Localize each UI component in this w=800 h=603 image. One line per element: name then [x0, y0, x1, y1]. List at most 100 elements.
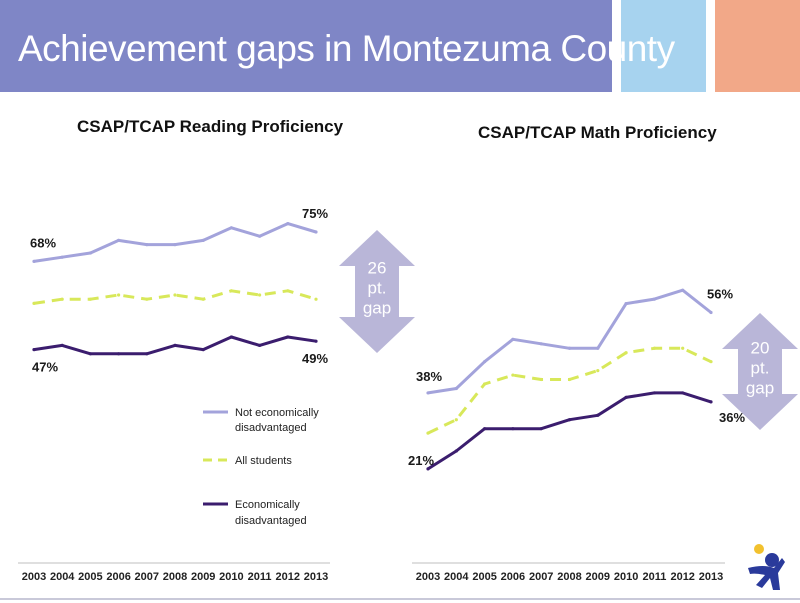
math-series-not-disadvantaged-point [511, 337, 515, 341]
reading-series-not-disadvantaged-point [229, 226, 233, 230]
math-x-tick-label: 2004 [444, 571, 469, 583]
math-gap-arrow-icon [722, 313, 798, 430]
footer-rule [0, 598, 800, 600]
math-x-tick-label: 2008 [557, 571, 581, 583]
reading-series-all-students-point [60, 297, 64, 301]
reading-series-not-disadvantaged-point [117, 238, 121, 242]
reading-data-label: 75% [302, 206, 328, 221]
math-gap-label: 20 [751, 339, 770, 358]
math-chart-title: CSAP/TCAP Math Proficiency [478, 123, 717, 142]
reading-series-disadvantaged-point [286, 335, 290, 339]
reading-series-not-disadvantaged-point [201, 238, 205, 242]
math-series-not-disadvantaged-point [539, 342, 543, 346]
logo-figure-icon [748, 558, 785, 590]
reading-series-disadvantaged-point [60, 343, 64, 347]
reading-series-disadvantaged-point [229, 335, 233, 339]
legend-disadvantaged-label: disadvantaged [235, 515, 307, 527]
math-data-label: 21% [408, 453, 434, 468]
reading-series-disadvantaged-point [314, 339, 318, 343]
math-series-not-disadvantaged-point [652, 297, 657, 301]
math-series-all-students-point [454, 418, 458, 422]
reading-x-tick-label: 2006 [106, 571, 130, 583]
math-series-not-disadvantaged-point [454, 386, 458, 391]
math-series-disadvantaged-point [539, 427, 543, 431]
math-series-not-disadvantaged-point [624, 302, 628, 306]
math-series-all-students-point [483, 382, 487, 386]
legend-disadvantaged-label: Economically [235, 499, 300, 511]
math-x-tick-label: 2005 [472, 571, 496, 583]
reading-chart-title: CSAP/TCAP Reading Proficiency [77, 117, 344, 136]
math-x-tick-label: 2003 [416, 571, 440, 583]
math-gap-label: gap [746, 379, 774, 398]
logo-head-icon [765, 553, 779, 567]
reading-series-disadvantaged-point [117, 352, 121, 356]
math-series-all-students-point [567, 377, 572, 382]
reading-series-all-students-point [145, 297, 149, 301]
math-series-all-students-point [596, 369, 600, 373]
math-series-disadvantaged-point [567, 418, 572, 422]
math-x-tick-label: 2007 [529, 571, 553, 583]
reading-x-tick-label: 2010 [219, 571, 243, 583]
math-series-disadvantaged-line [427, 391, 712, 471]
reading-series-all-students-line [33, 289, 317, 305]
reading-series-not-disadvantaged-point [32, 259, 36, 263]
reading-data-label: 68% [30, 235, 56, 250]
reading-series-all-students-point [88, 297, 92, 301]
reading-series-not-disadvantaged-point [173, 243, 177, 247]
reading-series-not-disadvantaged-point [314, 230, 318, 234]
reading-series-all-students-point [32, 301, 36, 305]
math-series-disadvantaged-point [681, 391, 685, 395]
math-series-disadvantaged-point [624, 395, 628, 399]
math-series-all-students-point [539, 377, 543, 382]
math-series-disadvantaged-point [596, 413, 600, 417]
math-series-all-students-point [426, 431, 430, 435]
reading-x-tick-label: 2003 [22, 571, 46, 583]
math-series-disadvantaged-point [511, 427, 515, 431]
reading-x-tick-label: 2005 [78, 571, 102, 583]
math-data-label: 56% [707, 287, 733, 302]
reading-x-tick-label: 2009 [191, 571, 215, 583]
math-series-disadvantaged-point [426, 467, 430, 471]
reading-series-all-students-point [201, 297, 205, 301]
reading-series-disadvantaged-point [32, 348, 36, 352]
math-series-not-disadvantaged-line [427, 288, 712, 395]
reading-series-all-students-point [117, 293, 121, 297]
math-series-disadvantaged-point [709, 400, 713, 404]
reading-series-all-students-point [229, 289, 233, 293]
reading-series-all-students-point [173, 293, 177, 297]
math-series-disadvantaged-point [652, 391, 657, 395]
math-series-not-disadvantaged-point [483, 360, 487, 364]
slide-title: Achievement gaps in Montezuma County [18, 28, 675, 69]
accent-block-blue [621, 0, 706, 92]
math-series-not-disadvantaged-point [596, 346, 600, 350]
reading-x-tick-label: 2011 [248, 571, 272, 583]
reading-series-disadvantaged-point [88, 352, 92, 356]
accent-block-salmon [715, 0, 800, 92]
reading-gap-label: pt. [368, 279, 387, 298]
reading-x-tick-label: 2012 [276, 571, 300, 583]
math-series-not-disadvantaged-point [709, 310, 713, 315]
math-x-tick-label: 2011 [642, 571, 666, 583]
organization-logo [748, 544, 785, 590]
reading-series-not-disadvantaged-point [258, 234, 262, 238]
legend-not-disadvantaged-label: disadvantaged [235, 422, 307, 434]
reading-series-not-disadvantaged-point [88, 251, 92, 255]
logo-sun-icon [754, 544, 764, 554]
math-x-tick-label: 2010 [614, 571, 638, 583]
math-gap-label: pt. [751, 359, 770, 378]
legend-not-disadvantaged-label: Not economically [235, 407, 319, 419]
reading-series-all-students-point [258, 293, 262, 297]
math-series-all-students-point [624, 351, 628, 355]
reading-series-disadvantaged-point [201, 348, 205, 352]
math-x-tick-label: 2009 [586, 571, 610, 583]
math-series-all-students-point [511, 373, 515, 377]
math-series-all-students-point [681, 346, 685, 350]
reading-x-tick-label: 2008 [163, 571, 187, 583]
math-series-disadvantaged-point [483, 427, 487, 431]
math-data-label: 36% [719, 410, 745, 425]
reading-x-tick-label: 2004 [50, 571, 75, 583]
math-series-disadvantaged-point [454, 449, 458, 453]
math-series-all-students-point [652, 346, 657, 350]
reading-series-disadvantaged-point [173, 343, 177, 347]
